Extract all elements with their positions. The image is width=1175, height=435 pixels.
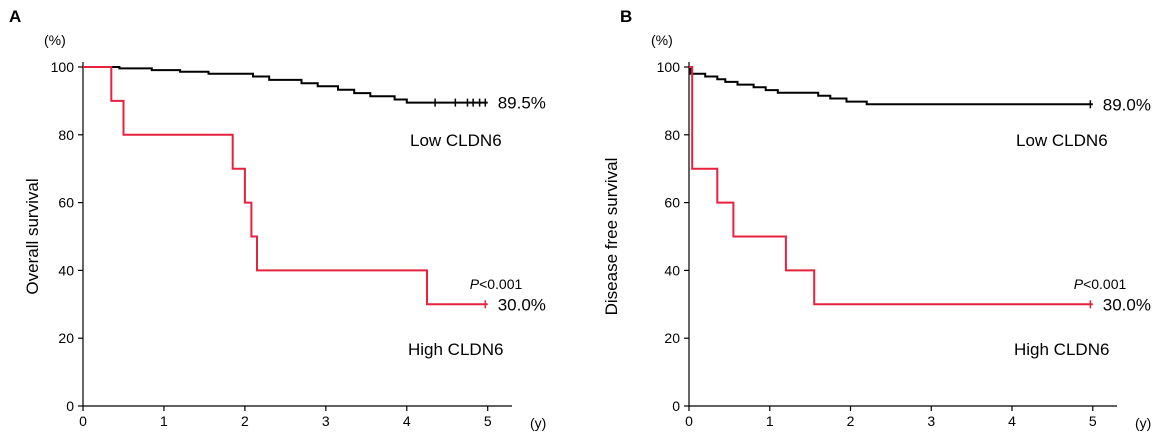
low-cldn6-curve [689, 66, 1093, 106]
y-tick-label: 0 [672, 398, 680, 414]
low-cldn6-name-label: Low CLDN6 [1016, 131, 1108, 150]
x-tick-label: 1 [766, 413, 774, 429]
high-cldn6-name-label: High CLDN6 [408, 340, 503, 359]
x-tick-label: 3 [927, 413, 935, 429]
panel-letter: B [620, 7, 632, 26]
panel-a-overall-survival: A (%) 0 20 40 60 80 100 0 1 2 3 4 5 (y) Overall surviva… [9, 7, 546, 431]
x-tick-label: 2 [847, 413, 855, 429]
x-tick-label: 2 [241, 413, 249, 429]
x-tick-label: 3 [322, 413, 330, 429]
high-cldn6-end-label: 30.0% [498, 295, 546, 314]
p-value-label: P<0.001 [1074, 276, 1127, 292]
y-tick-label: 20 [58, 330, 74, 346]
p-value-symbol: P [470, 276, 480, 292]
low-cldn6-curve [83, 66, 488, 104]
x-tick-label: 0 [685, 413, 693, 429]
high-cldn6-end-label: 30.0% [1103, 295, 1151, 314]
y-tick-label: 100 [51, 59, 75, 75]
y-tick-label: 100 [657, 59, 681, 75]
high-cldn6-name-label: High CLDN6 [1014, 340, 1109, 359]
p-value-number: <0.001 [479, 276, 522, 292]
y-tick-label: 80 [664, 127, 680, 143]
p-value-number: <0.001 [1083, 276, 1126, 292]
x-unit-label: (y) [1135, 415, 1151, 431]
panel-letter: A [9, 7, 21, 26]
y-tick-label: 40 [664, 262, 680, 278]
x-unit-label: (y) [530, 415, 546, 431]
y-unit-label: (%) [651, 32, 673, 48]
y-tick-label: 40 [58, 262, 74, 278]
y-tick-label: 0 [66, 398, 74, 414]
low-cldn6-name-label: Low CLDN6 [410, 131, 502, 150]
x-tick-label: 4 [1008, 413, 1016, 429]
y-axis-label: Overall survival [23, 178, 42, 294]
x-tick-label: 0 [79, 413, 87, 429]
panel-b-disease-free-survival: B (%) 0 20 40 60 80 100 0 1 2 3 4 5 (y) Disease free su… [602, 7, 1151, 431]
low-cldn6-end-label: 89.5% [498, 94, 546, 113]
y-axis-label: Disease free survival [602, 158, 621, 316]
high-cldn6-curve [83, 66, 488, 306]
low-cldn6-end-label: 89.0% [1103, 95, 1151, 114]
y-tick-label: 20 [664, 330, 680, 346]
y-tick-label: 60 [58, 195, 74, 211]
x-tick-label: 1 [160, 413, 168, 429]
x-tick-label: 5 [1089, 413, 1097, 429]
x-tick-label: 4 [403, 413, 411, 429]
x-tick-label: 5 [484, 413, 492, 429]
p-value-symbol: P [1074, 276, 1084, 292]
y-tick-label: 60 [664, 195, 680, 211]
p-value-label: P<0.001 [470, 276, 523, 292]
y-unit-label: (%) [44, 32, 66, 48]
high-cldn6-curve [689, 66, 1093, 306]
y-tick-label: 80 [58, 127, 74, 143]
